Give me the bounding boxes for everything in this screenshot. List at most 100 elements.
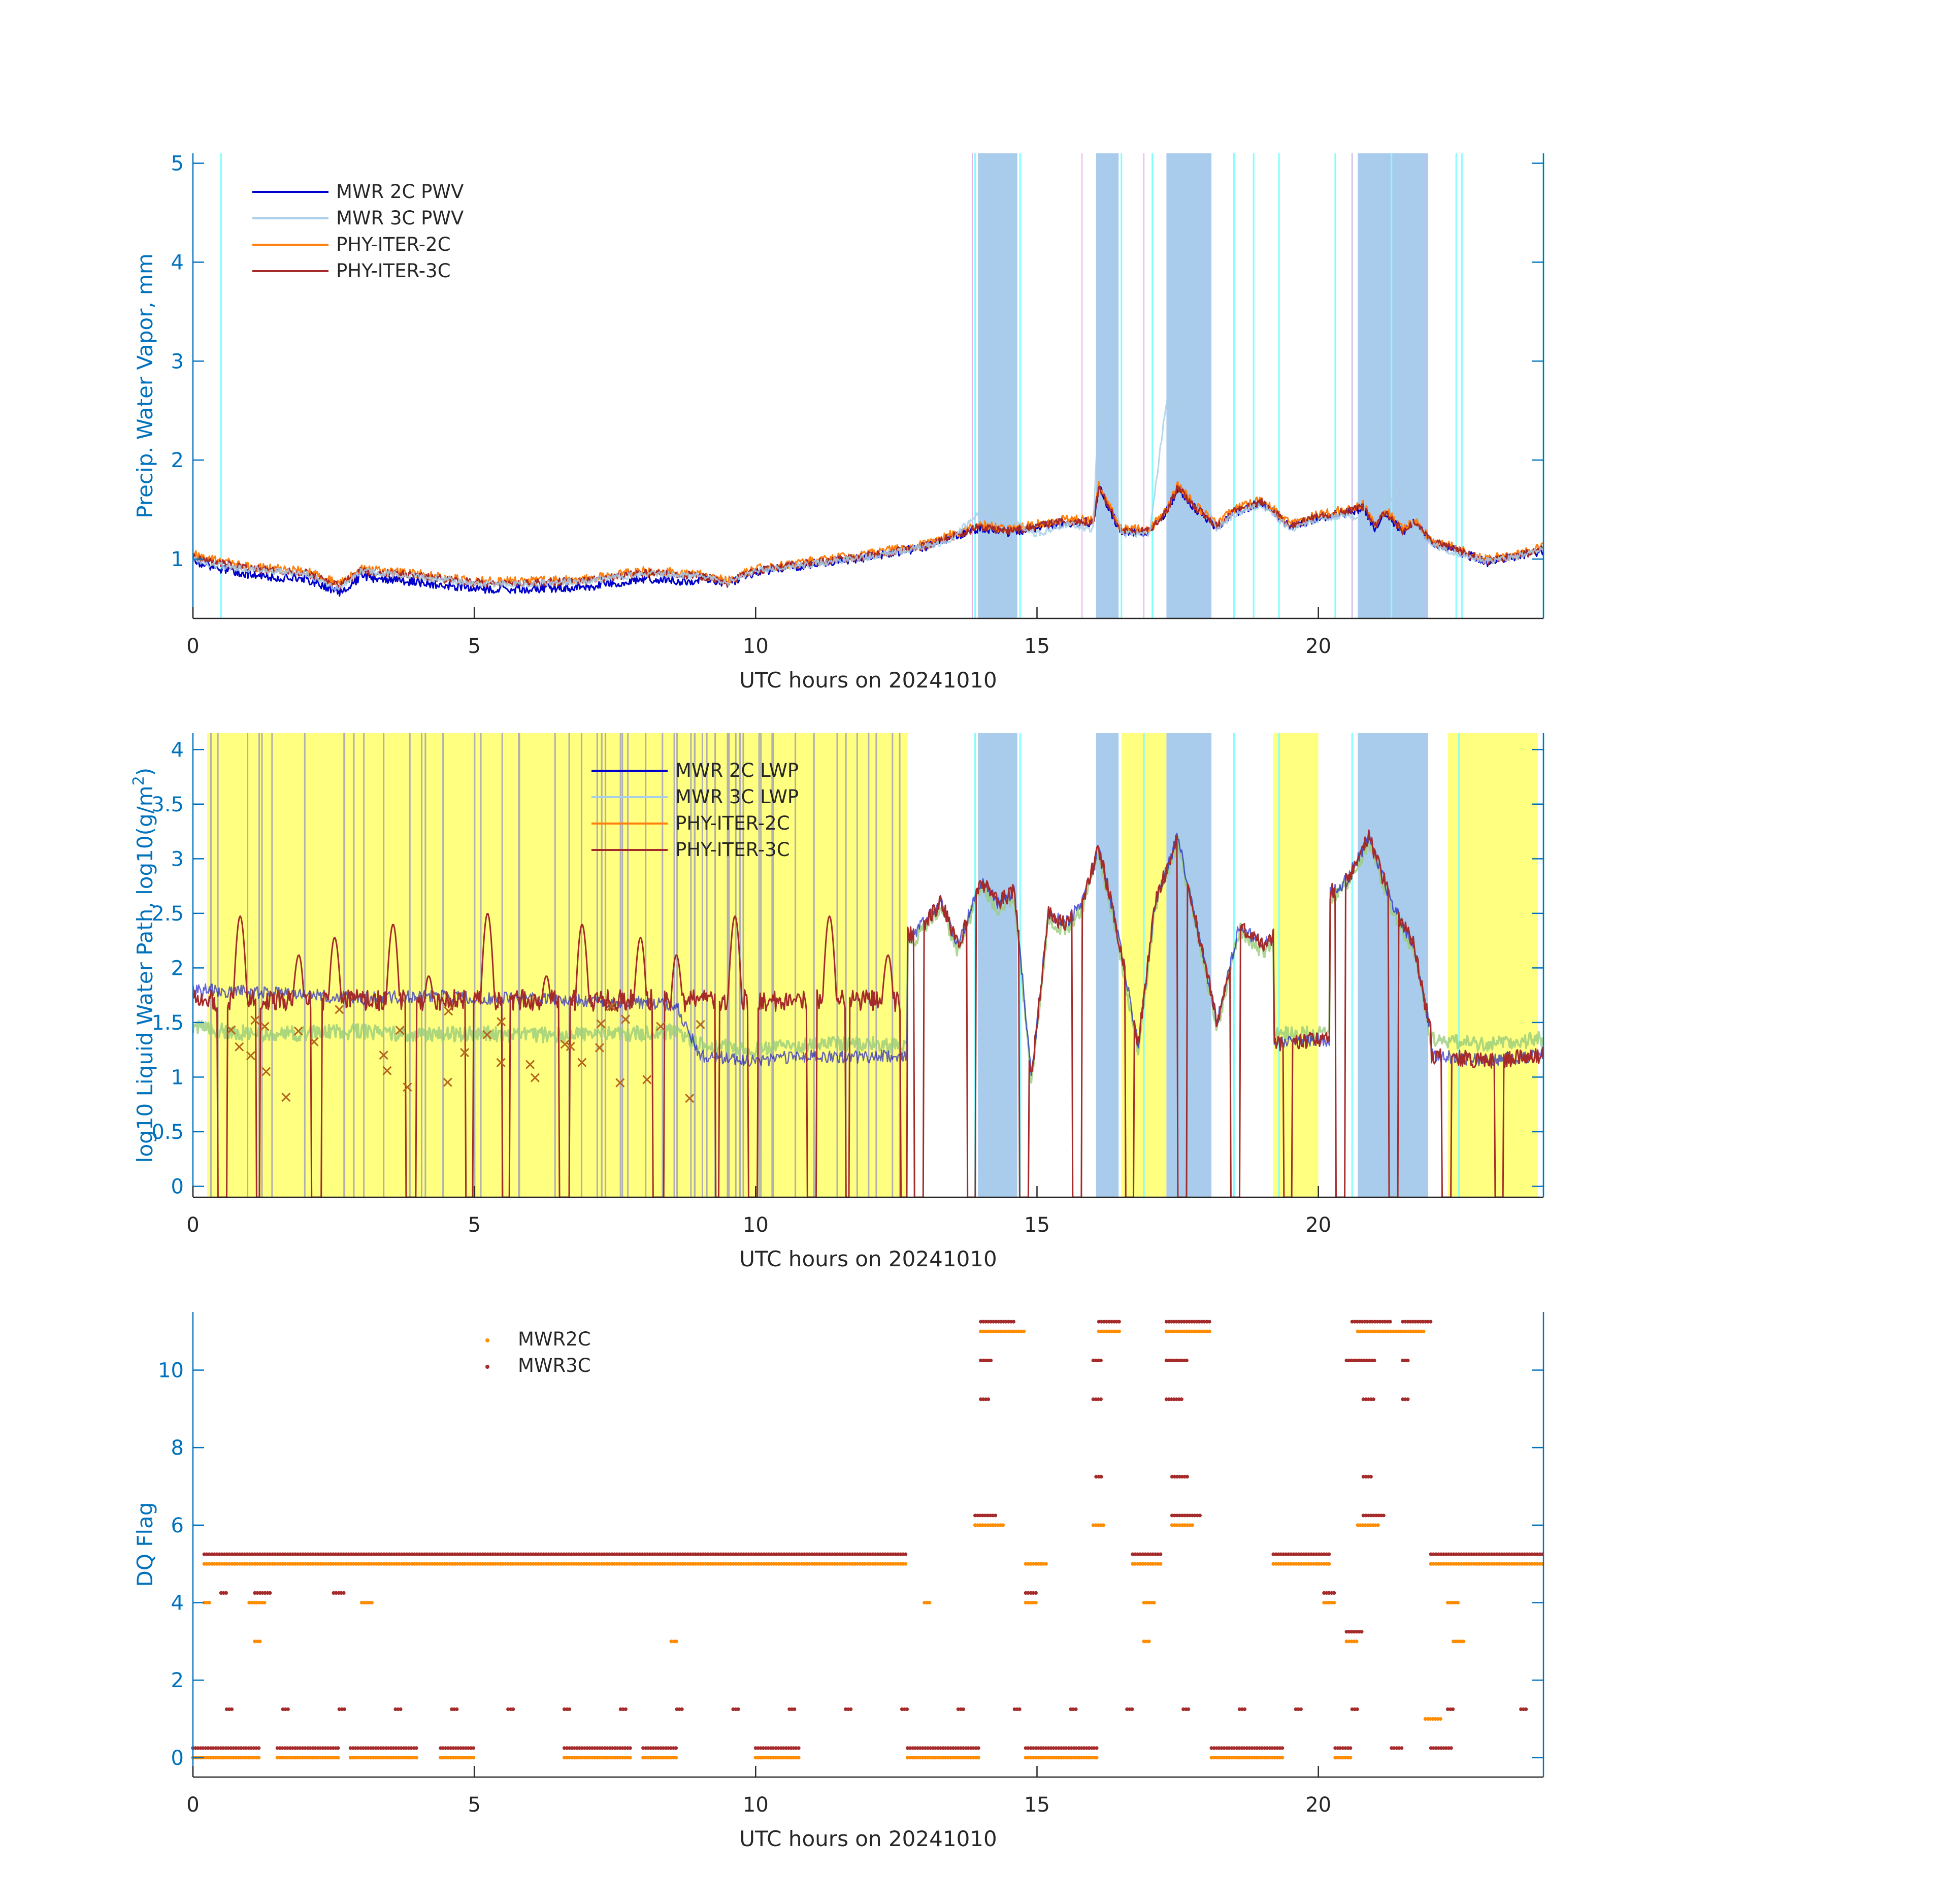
dq-point (764, 1562, 768, 1566)
dq-point (556, 1552, 561, 1556)
dq-point (285, 1756, 289, 1760)
dq-point (753, 1756, 758, 1760)
dq-point (293, 1562, 298, 1566)
dq-point (663, 1552, 667, 1556)
dq-point (1195, 1329, 1199, 1333)
dq-point (486, 1552, 490, 1556)
dq-point (580, 1746, 584, 1750)
dq-point (244, 1746, 248, 1750)
dq-point (999, 1329, 1003, 1333)
dq-point (973, 1523, 977, 1527)
dq-point (1384, 1329, 1388, 1333)
dq-point (283, 1756, 287, 1760)
dq-point (991, 1523, 995, 1527)
dq-point (681, 1552, 685, 1556)
dq-point (1361, 1397, 1365, 1401)
dq-point (729, 1552, 733, 1556)
dq-point (782, 1552, 786, 1556)
dq-point (1034, 1562, 1038, 1566)
dq-point (671, 1756, 676, 1760)
dq-point (866, 1552, 870, 1556)
dq-point (281, 1552, 285, 1556)
dq-point (858, 1552, 862, 1556)
dq-point (1325, 1591, 1329, 1595)
dq-point (1374, 1514, 1378, 1518)
dq-point (371, 1746, 375, 1750)
dq-point (344, 1562, 348, 1566)
dq-point (669, 1746, 673, 1750)
dq-point (674, 1746, 678, 1750)
dq-point (1344, 1639, 1348, 1644)
dq-point (281, 1562, 285, 1566)
dq-point (1099, 1474, 1103, 1479)
dq-point (258, 1591, 262, 1595)
dq-point (311, 1552, 315, 1556)
dq-point (1424, 1320, 1428, 1324)
dq-point (1232, 1746, 1236, 1750)
dq-point (1175, 1514, 1179, 1518)
dq-point (374, 1562, 378, 1566)
dq-point (1438, 1717, 1442, 1721)
dq-point (412, 1552, 416, 1556)
dq-point (370, 1600, 374, 1605)
dq-point (501, 1552, 505, 1556)
dq-point (369, 1562, 373, 1566)
dq-point (593, 1756, 597, 1760)
dq-point (620, 1562, 624, 1566)
legend-label-mwr2c-pwv: MWR 2C PWV (336, 181, 464, 203)
dq-point (1147, 1639, 1151, 1644)
dq-point (1366, 1523, 1370, 1527)
dq-y-tick-label: 10 (158, 1359, 184, 1383)
dq-point (399, 1707, 403, 1711)
dq-point (1333, 1746, 1337, 1750)
dq-point (366, 1756, 370, 1760)
dq-point (1361, 1514, 1365, 1518)
dq-point (1205, 1329, 1209, 1333)
retrieval-marker (403, 1082, 412, 1092)
dq-point (1380, 1320, 1385, 1324)
dq-point (1024, 1746, 1028, 1750)
dq-point (1026, 1591, 1030, 1595)
dq-point (1307, 1552, 1311, 1556)
dq-point (774, 1756, 778, 1760)
dq-point (1188, 1514, 1192, 1518)
dq-point (410, 1552, 414, 1556)
dq-point (1044, 1746, 1048, 1750)
dq-point (668, 1552, 672, 1556)
dq-point (463, 1552, 467, 1556)
dq-point (749, 1552, 753, 1556)
dq-point (762, 1562, 766, 1566)
dq-y-axis-label: DQ Flag (133, 1502, 157, 1587)
dq-point (1361, 1523, 1365, 1527)
dq-point (1268, 1756, 1272, 1760)
dq-point (1502, 1552, 1506, 1556)
dq-point (422, 1552, 426, 1556)
cloud-free-shade (207, 733, 908, 1197)
pwv-y-tick-label: 5 (171, 152, 184, 175)
dq-point (554, 1552, 558, 1556)
dq-point (430, 1562, 434, 1566)
dq-point (567, 1707, 572, 1711)
dq-point (258, 1639, 262, 1644)
dq-point (766, 1746, 770, 1750)
dq-point (544, 1552, 548, 1556)
dq-point (1297, 1552, 1301, 1556)
retrieval-marker (379, 1051, 388, 1060)
dq-point (1170, 1474, 1174, 1479)
dq-point (460, 1552, 465, 1556)
dq-point (193, 1746, 198, 1750)
dq-point (1364, 1514, 1368, 1518)
dq-point (1276, 1562, 1280, 1566)
dq-point (886, 1562, 890, 1566)
dq-point (1369, 1514, 1373, 1518)
dq-point (1273, 1756, 1277, 1760)
dq-point (767, 1562, 771, 1566)
dq-point (618, 1756, 622, 1760)
dq-point (1200, 1329, 1204, 1333)
dq-point (1439, 1746, 1443, 1750)
dq-point (389, 1552, 393, 1556)
legend-label-mwr2c-lwp: MWR 2C LWP (675, 760, 799, 781)
dq-point (754, 1562, 758, 1566)
